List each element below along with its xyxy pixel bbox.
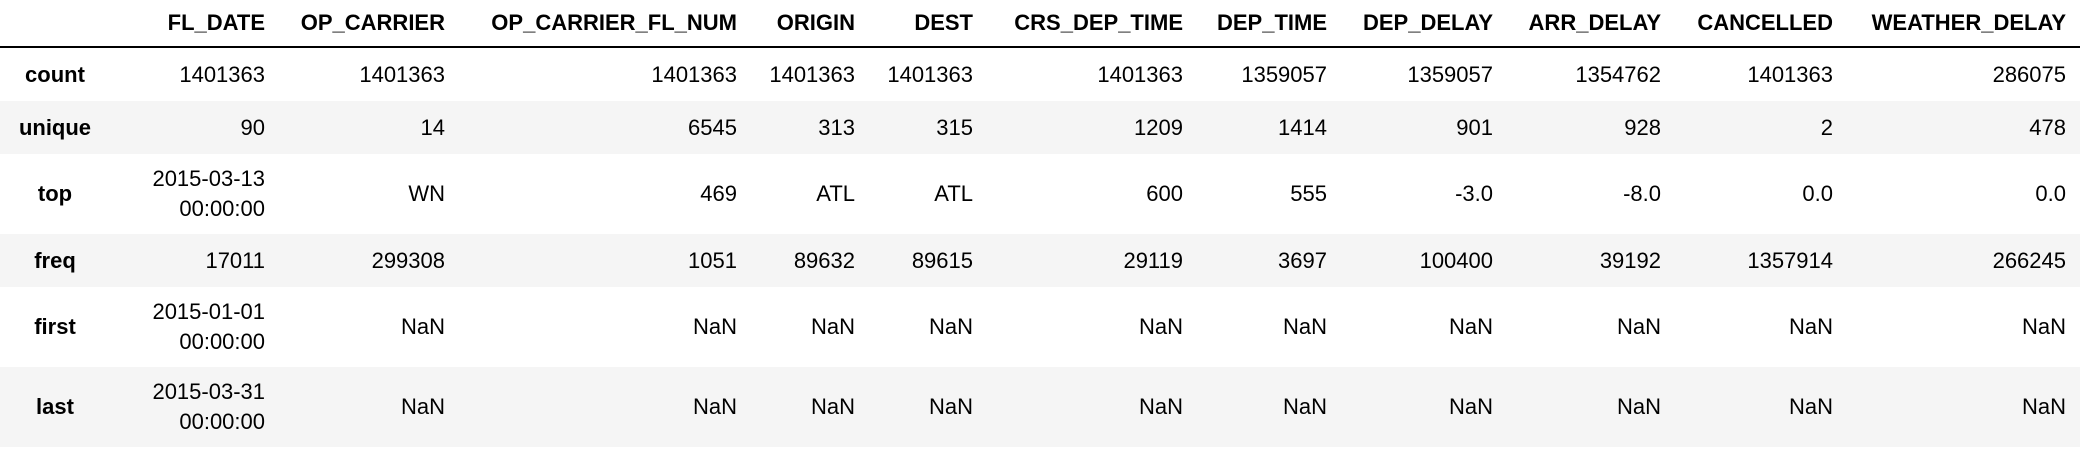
table-cell: 1209 [1134,114,1183,140]
table-cell: 1401363 [359,61,445,87]
column-header: DEP_DELAY [1341,0,1507,48]
table-cell: 90 [240,114,265,140]
table-cell: NaN [928,394,973,419]
table-cell: -8.0 [1623,181,1661,206]
table-header: FL_DATE OP_CARRIER OP_CARRIER_FL_NUM ORI… [0,0,2080,48]
table-cell: NaN [1616,394,1661,419]
column-header: WEATHER_DELAY [1847,0,2080,48]
table-row: count 1401363 1401363 1401363 1401363 14… [0,47,2080,101]
table-row: first 2015-01-01 00:00:00 NaN NaN NaN Na… [0,287,2080,367]
table-cell: 17011 [205,247,265,273]
table-cell: 901 [1456,114,1493,140]
row-label: top [37,181,73,206]
table-cell: NaN [810,394,855,419]
table-cell: 39192 [1599,247,1661,273]
table-cell: WN [408,181,445,206]
table-row: top 2015-03-13 00:00:00 WN 469 ATL ATL 6… [0,154,2080,234]
table-cell: NaN [1448,394,1493,419]
table-cell: 266245 [1992,247,2066,273]
column-header: DEP_TIME [1197,0,1341,48]
table-cell: 1401363 [769,61,855,87]
table-row: unique 90 14 6545 313 315 1209 1414 901 … [0,101,2080,154]
table-cell: NaN [400,314,445,339]
table-cell: 2015-03-13 00:00:00 [152,166,265,221]
table-cell: NaN [1788,314,1833,339]
table-cell: 313 [818,114,855,140]
table-cell: NaN [1138,314,1183,339]
table-cell: 1359057 [1407,61,1493,87]
table-cell: NaN [2021,394,2066,419]
column-header: ARR_DELAY [1507,0,1675,48]
table-cell: NaN [2021,314,2066,339]
table-cell: 2015-01-01 00:00:00 [152,299,265,354]
table-cell: NaN [1282,394,1327,419]
table-cell: 29119 [1123,247,1183,273]
table-cell: 1401363 [887,61,973,87]
index-header [0,0,110,48]
column-header: DEST [869,0,987,48]
row-label: freq [34,247,76,273]
table-cell: 1354762 [1575,61,1661,87]
table-cell: 1401363 [651,61,737,87]
table-cell: NaN [400,394,445,419]
table-cell: 89615 [911,247,973,273]
header-row: FL_DATE OP_CARRIER OP_CARRIER_FL_NUM ORI… [0,0,2080,48]
row-label: first [34,314,76,339]
table-cell: 1401363 [1097,61,1183,87]
table-cell: 1401363 [179,61,265,87]
table-cell: NaN [1616,314,1661,339]
table-cell: 555 [1290,181,1327,206]
table-cell: NaN [1282,314,1327,339]
table-cell: 2015-03-31 00:00:00 [152,379,265,434]
table-cell: 299308 [371,247,445,273]
table-cell: 1359057 [1241,61,1327,87]
column-header: CRS_DEP_TIME [987,0,1197,48]
column-header: CANCELLED [1675,0,1847,48]
table-cell: 0.0 [1802,181,1833,206]
table-cell: NaN [1448,314,1493,339]
row-label: unique [18,114,92,140]
table-cell: 3697 [1278,247,1327,273]
table-cell: 928 [1624,114,1661,140]
table-cell: 469 [700,181,737,206]
column-header: OP_CARRIER_FL_NUM [459,0,751,48]
table-cell: 1051 [688,247,737,273]
table-cell: ATL [934,181,973,206]
table-cell: 0.0 [2035,181,2066,206]
table-cell: NaN [1788,394,1833,419]
column-header: FL_DATE [110,0,279,48]
table-cell: 100400 [1419,247,1493,273]
table-cell: 6545 [688,114,737,140]
table-cell: NaN [692,314,737,339]
row-label: last [36,394,74,419]
table-cell: 14 [420,114,445,140]
table-cell: 478 [2029,114,2066,140]
column-header: ORIGIN [751,0,869,48]
table-cell: 1357914 [1747,247,1833,273]
table-cell: NaN [1138,394,1183,419]
table-cell: 1414 [1278,114,1327,140]
table-cell: 600 [1146,181,1183,206]
table-cell: 1401363 [1747,61,1833,87]
column-header: OP_CARRIER [279,0,459,48]
table-cell: 286075 [1992,61,2066,87]
table-cell: NaN [928,314,973,339]
table-cell: 2 [1820,114,1833,140]
table-body: count 1401363 1401363 1401363 1401363 14… [0,47,2080,447]
table-cell: NaN [810,314,855,339]
dataframe-describe-table: FL_DATE OP_CARRIER OP_CARRIER_FL_NUM ORI… [0,0,2080,447]
table-cell: 315 [936,114,973,140]
table-cell: 89632 [793,247,855,273]
table-cell: NaN [692,394,737,419]
table-row: freq 17011 299308 1051 89632 89615 29119… [0,234,2080,287]
table-cell: ATL [816,181,855,206]
row-label: count [25,61,85,87]
table-cell: -3.0 [1455,181,1493,206]
table-row: last 2015-03-31 00:00:00 NaN NaN NaN NaN… [0,367,2080,447]
